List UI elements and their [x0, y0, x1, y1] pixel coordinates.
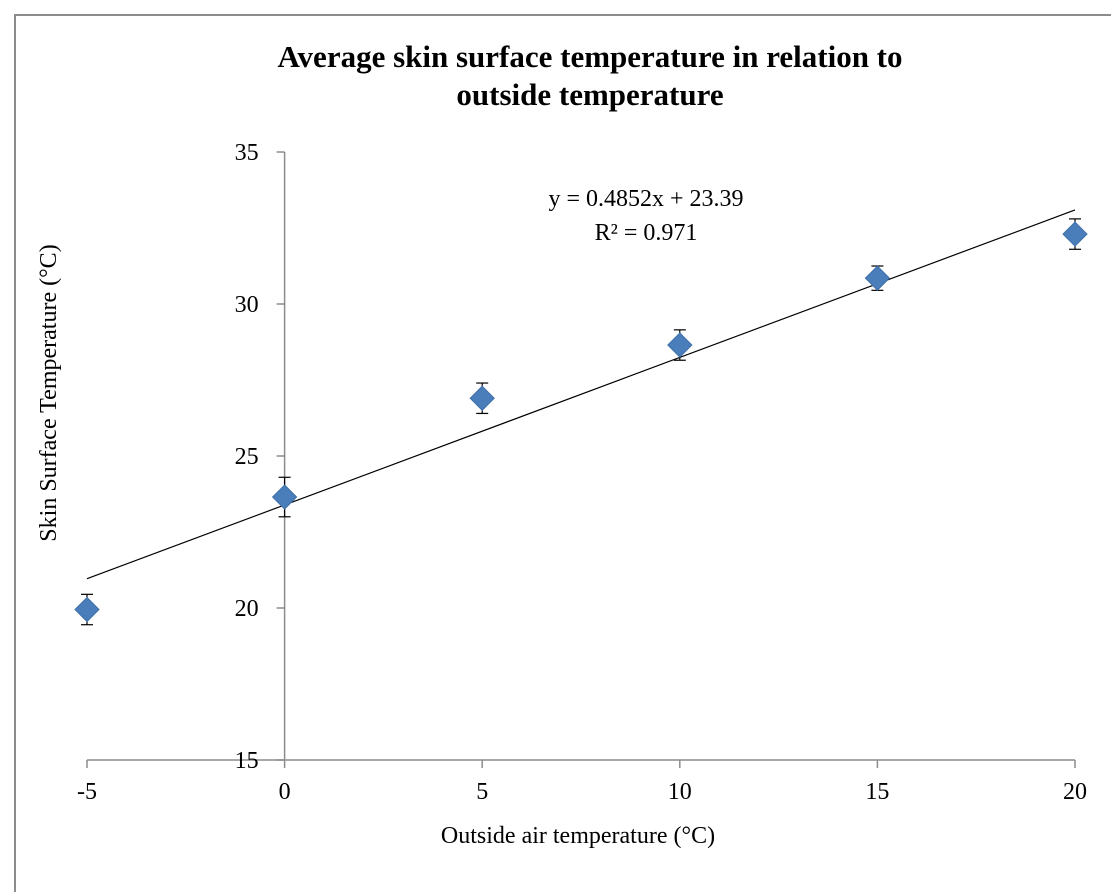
axes: [86, 151, 1076, 768]
y-axis-label: Skin Surface Temperature (°C): [36, 244, 62, 541]
tick-labels: -5 0 5 10 15 20 15 20 25 30 35: [77, 140, 1087, 805]
y-tick-label: 30: [235, 292, 259, 318]
y-tick-label: 35: [235, 140, 259, 166]
x-axis-label: Outside air temperature (°C): [441, 823, 715, 849]
data-point: [271, 484, 298, 510]
r-squared-label: R² = 0.971: [595, 220, 698, 246]
chart-title: Average skin surface temperature in rela…: [160, 38, 1020, 114]
data-point: [469, 385, 495, 411]
chart-frame: [14, 14, 1111, 892]
trendline-group: [86, 209, 1076, 580]
data-point: [74, 596, 100, 623]
y-tick-label: 20: [235, 596, 259, 622]
data-point: [864, 265, 891, 291]
x-tick-label: -5: [77, 779, 97, 805]
y-tick-label: 25: [235, 444, 259, 470]
chart-title-line-1: Average skin surface temperature in rela…: [277, 39, 903, 74]
x-tick-label: 10: [668, 779, 692, 805]
x-tick-label: 0: [279, 779, 291, 805]
chart-title-line-2: outside temperature: [456, 77, 724, 112]
trendline-equation: y = 0.4852x + 23.39: [548, 186, 743, 212]
data-points: [74, 221, 1088, 623]
x-tick-label: 5: [476, 779, 488, 805]
error-bars: [81, 218, 1081, 626]
x-tick-label: 20: [1063, 779, 1087, 805]
data-point: [667, 332, 693, 358]
data-point: [1062, 221, 1088, 247]
x-tick-label: 15: [865, 779, 889, 805]
trendline: [86, 209, 1076, 580]
y-tick-label: 15: [235, 748, 259, 774]
